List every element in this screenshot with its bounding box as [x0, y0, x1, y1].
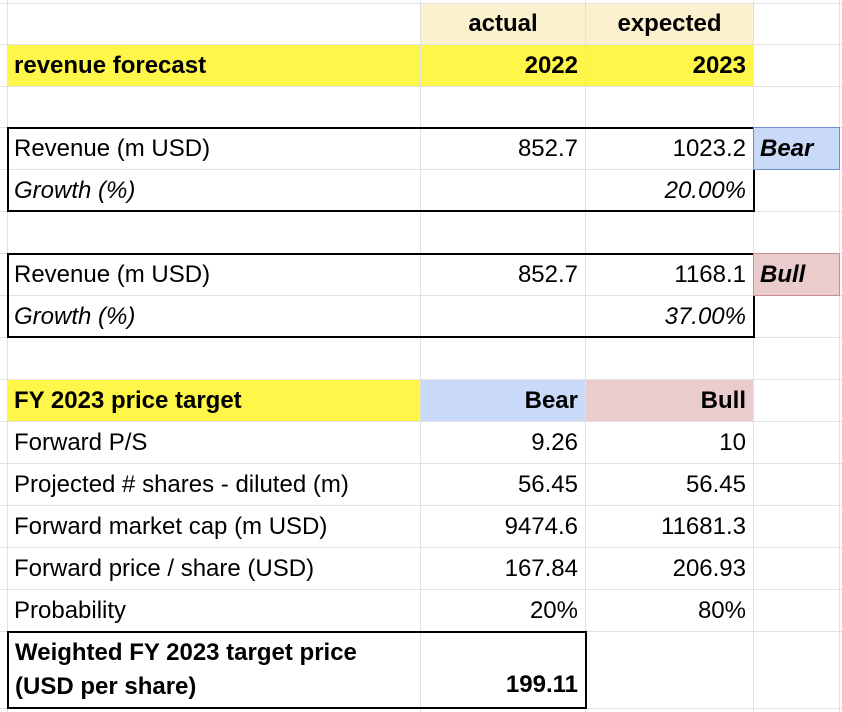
row-bull-value: 10: [719, 428, 746, 456]
weighted-target-value-cell[interactable]: 199.11: [421, 633, 585, 707]
weighted-target-value: 199.11: [505, 671, 578, 698]
bull-growth-2023: 37.00%: [664, 302, 746, 330]
weighted-target-label-line1: Weighted FY 2023 target price: [15, 639, 357, 666]
row-label: Forward P/S: [14, 428, 148, 456]
bear-growth-label-cell[interactable]: Growth (%): [8, 170, 420, 211]
row-bull-value: 206.93: [672, 554, 746, 582]
bear-revenue-2023-cell[interactable]: 1023.2: [586, 128, 753, 169]
bull-tag: Bull: [760, 260, 806, 288]
header-expected-cell[interactable]: expected: [586, 4, 753, 44]
row-label: Forward market cap (m USD): [14, 512, 328, 540]
revenue-forecast-title: revenue forecast: [14, 51, 207, 79]
bull-growth-label: Growth (%): [14, 302, 136, 330]
row-bear-value: 56.45: [517, 470, 578, 498]
bear-revenue-label-cell[interactable]: Revenue (m USD): [8, 128, 420, 169]
year-2023-cell[interactable]: 2023: [586, 45, 753, 86]
row-bear-value: 20%: [529, 596, 578, 624]
bear-revenue-2022-cell[interactable]: 852.7: [421, 128, 585, 169]
row-bull-value: 80%: [697, 596, 746, 624]
price-target-title-cell[interactable]: FY 2023 price target: [8, 380, 420, 421]
row-market-cap-bear-cell[interactable]: 9474.6: [421, 506, 585, 547]
price-target-title: FY 2023 price target: [14, 386, 242, 414]
bull-revenue-2022: 852.7: [517, 260, 578, 288]
year-2023: 2023: [692, 51, 746, 79]
year-2022-cell[interactable]: 2022: [421, 45, 585, 86]
row-bull-value: 56.45: [685, 470, 746, 498]
header-actual-text: actual: [468, 10, 538, 37]
price-target-bull-header-cell[interactable]: Bull: [586, 380, 753, 421]
row-probability-bear-cell[interactable]: 20%: [421, 590, 585, 631]
row-price-share-label-cell[interactable]: Forward price / share (USD): [8, 548, 420, 589]
weighted-target-label-cell[interactable]: Weighted FY 2023 target price (USD per s…: [9, 633, 420, 707]
bull-tag-cell[interactable]: Bull: [754, 254, 839, 295]
bear-growth-2023: 20.00%: [664, 176, 746, 204]
header-expected-text: expected: [617, 10, 722, 37]
bull-growth-2023-cell[interactable]: 37.00%: [586, 296, 753, 337]
bear-tag: Bear: [760, 134, 814, 162]
row-forward-ps-bear-cell[interactable]: 9.26: [421, 422, 585, 463]
row-shares-bull-cell[interactable]: 56.45: [586, 464, 753, 505]
bull-revenue-2022-cell[interactable]: 852.7: [421, 254, 585, 295]
row-bear-value: 167.84: [504, 554, 578, 582]
year-2022: 2022: [524, 51, 578, 79]
revenue-forecast-title-cell[interactable]: revenue forecast: [8, 45, 420, 86]
header-actual-cell[interactable]: actual: [421, 4, 585, 44]
bear-growth-label: Growth (%): [14, 176, 136, 204]
row-shares-bear-cell[interactable]: 56.45: [421, 464, 585, 505]
row-bear-value: 9.26: [531, 428, 578, 456]
row-forward-ps-bull-cell[interactable]: 10: [586, 422, 753, 463]
row-price-share-bull-cell[interactable]: 206.93: [586, 548, 753, 589]
row-shares-label-cell[interactable]: Projected # shares - diluted (m): [8, 464, 420, 505]
row-probability-bull-cell[interactable]: 80%: [586, 590, 753, 631]
row-price-share-bear-cell[interactable]: 167.84: [421, 548, 585, 589]
price-target-bear-header-cell[interactable]: Bear: [421, 380, 585, 421]
bull-revenue-2023-cell[interactable]: 1168.1: [586, 254, 753, 295]
row-label: Forward price / share (USD): [14, 554, 315, 582]
bull-revenue-label-cell[interactable]: Revenue (m USD): [8, 254, 420, 295]
bear-revenue-label: Revenue (m USD): [14, 134, 211, 162]
row-bull-value: 11681.3: [661, 512, 746, 540]
row-label: Probability: [14, 596, 127, 624]
price-target-bear-header: Bear: [524, 386, 578, 414]
bull-revenue-label: Revenue (m USD): [14, 260, 211, 288]
bear-revenue-2022: 852.7: [517, 134, 578, 162]
row-market-cap-bull-cell[interactable]: 11681.3: [586, 506, 753, 547]
row-probability-label-cell[interactable]: Probability: [8, 590, 420, 631]
bear-growth-2023-cell[interactable]: 20.00%: [586, 170, 753, 211]
row-label: Projected # shares - diluted (m): [14, 470, 349, 498]
row-bear-value: 9474.6: [504, 512, 578, 540]
bull-growth-label-cell[interactable]: Growth (%): [8, 296, 420, 337]
row-forward-ps-label-cell[interactable]: Forward P/S: [8, 422, 420, 463]
price-target-bull-header: Bull: [700, 386, 746, 414]
bull-revenue-2023: 1168.1: [674, 260, 746, 288]
row-market-cap-label-cell[interactable]: Forward market cap (m USD): [8, 506, 420, 547]
weighted-target-label-line2: (USD per share): [15, 673, 197, 700]
bear-revenue-2023: 1023.2: [672, 134, 746, 162]
bear-tag-cell[interactable]: Bear: [754, 128, 839, 169]
